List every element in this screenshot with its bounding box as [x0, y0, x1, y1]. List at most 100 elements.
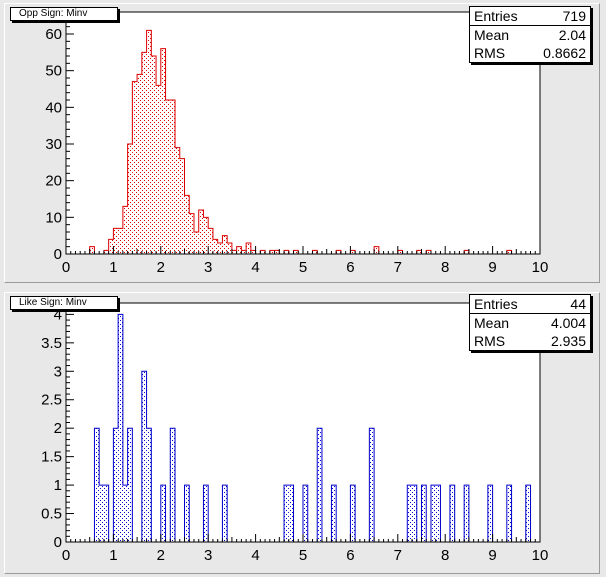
histogram-bin	[137, 74, 142, 254]
y-tick-label: 30	[45, 136, 62, 153]
histogram-bin	[217, 243, 223, 254]
title-opp-sign: Opp Sign: Minv	[10, 7, 118, 21]
title-like-sign: Like Sign: Minv	[10, 296, 118, 310]
title-like-sign-text: Like Sign: Minv	[19, 297, 87, 308]
histogram-bin	[412, 485, 417, 542]
histogram-bin	[179, 158, 185, 254]
histogram-bin	[397, 250, 403, 254]
title-opp-sign-text: Opp Sign: Minv	[19, 8, 88, 19]
y-tick-label: 0	[54, 534, 62, 551]
x-tick-label: 8	[441, 547, 449, 564]
histogram-bin	[250, 250, 256, 254]
y-tick-label: 10	[45, 209, 62, 226]
x-tick-label: 10	[532, 259, 549, 276]
y-tick-label: 3.5	[41, 335, 62, 352]
histogram-bin	[122, 485, 128, 542]
x-tick-label: 5	[299, 259, 307, 276]
histogram-bin	[184, 485, 190, 542]
histogram-bin	[269, 250, 275, 254]
histogram-bin	[132, 81, 138, 255]
histogram-bin	[236, 246, 242, 254]
histogram-bin	[103, 250, 109, 254]
histogram-bin	[449, 485, 455, 542]
histogram-bin	[156, 85, 161, 254]
y-tick-label: 0	[54, 246, 62, 263]
x-tick-label: 3	[204, 259, 212, 276]
chart-like-sign: 0 1 2 3 4 5 6 7 8 9 10 0 0.5 1 1.5 2 2.5 3 3.5 4	[41, 302, 548, 564]
y-tick-label: 2.5	[41, 392, 62, 409]
histogram-bin	[203, 485, 209, 542]
y-tick-label: 50	[45, 63, 62, 80]
histogram-bin	[284, 250, 289, 254]
histogram-bin	[284, 485, 289, 542]
histogram-bin	[160, 48, 166, 254]
histogram-bin	[175, 147, 180, 254]
y-tick-label: 1.5	[41, 449, 62, 466]
pad-opp-sign	[4, 3, 600, 283]
stats-mean-value: 4.004	[550, 315, 586, 331]
histogram-bin	[146, 30, 152, 255]
histogram-bin	[231, 250, 237, 254]
stats-rms-label: RMS	[474, 333, 506, 349]
stats-box-like-sign: Entries 44 Mean 4.004 RMS 2.935	[469, 294, 591, 351]
histogram-bin	[99, 485, 104, 542]
histogram-bin	[274, 250, 280, 254]
histogram-bin	[165, 100, 171, 254]
histogram-bin	[212, 239, 218, 254]
stats-rms-row: RMS 0.8662	[470, 44, 590, 62]
histogram-bin	[312, 250, 318, 254]
histogram-bin	[317, 428, 322, 542]
stats-entries-row: Entries 44	[470, 295, 590, 314]
histogram-bin	[288, 485, 294, 542]
y-tick-label: 40	[45, 99, 62, 116]
stats-entries-label: Entries	[474, 8, 518, 24]
histogram-bin	[193, 232, 199, 254]
histogram-bin	[198, 210, 204, 254]
histogram-bin	[170, 100, 176, 254]
stats-mean-row: Mean 2.04	[470, 26, 590, 44]
histogram-bin	[350, 485, 356, 542]
histogram-bin	[407, 485, 413, 542]
x-tick-label: 9	[488, 259, 496, 276]
stats-box-opp-sign: Entries 719 Mean 2.04 RMS 0.8662	[469, 6, 591, 63]
histogram-bin	[151, 56, 157, 254]
y-tick-label: 20	[45, 173, 62, 190]
x-tick-label: 4	[251, 547, 259, 564]
histogram-bin	[122, 206, 128, 254]
stats-entries-label: Entries	[474, 296, 518, 312]
x-tick-label: 6	[346, 259, 354, 276]
histogram-bin	[160, 485, 166, 542]
stats-entries-value: 44	[570, 296, 586, 312]
chart-opp-sign: 0 1 2 3 4 5 6 7 8 9 10 0 10 20 30 40 50 60	[45, 11, 549, 276]
histogram-bin	[426, 250, 431, 254]
stats-rms-value: 2.935	[550, 333, 586, 349]
histogram-bin	[222, 235, 228, 254]
x-tick-label: 2	[157, 259, 165, 276]
histogram-bin	[203, 217, 209, 254]
histogram-bin	[464, 485, 469, 542]
stats-mean-value: 2.04	[558, 27, 586, 43]
pad-like-sign	[4, 292, 600, 574]
histogram-bin	[208, 228, 213, 254]
x-tick-label: 5	[299, 547, 307, 564]
x-tick-label: 2	[157, 547, 165, 564]
y-tick-label: 0.5	[41, 506, 62, 523]
histogram-bin	[369, 428, 375, 542]
histogram-bin	[260, 250, 266, 254]
histogram-bin	[293, 250, 299, 254]
x-tick-label: 7	[394, 547, 402, 564]
x-tick-label: 6	[346, 547, 354, 564]
stats-mean-label: Mean	[474, 315, 510, 331]
histogram-bin	[435, 485, 441, 542]
histogram-bin	[303, 485, 308, 542]
histogram-bin	[374, 246, 379, 254]
histogram-bin	[350, 250, 356, 254]
stats-entries-row: Entries 719	[470, 7, 590, 26]
histogram-bin	[416, 250, 422, 254]
histogram-bin	[241, 250, 247, 254]
stats-rms-value: 0.8662	[543, 45, 586, 61]
histogram-bin	[127, 144, 133, 254]
histogram-bin	[127, 428, 133, 542]
